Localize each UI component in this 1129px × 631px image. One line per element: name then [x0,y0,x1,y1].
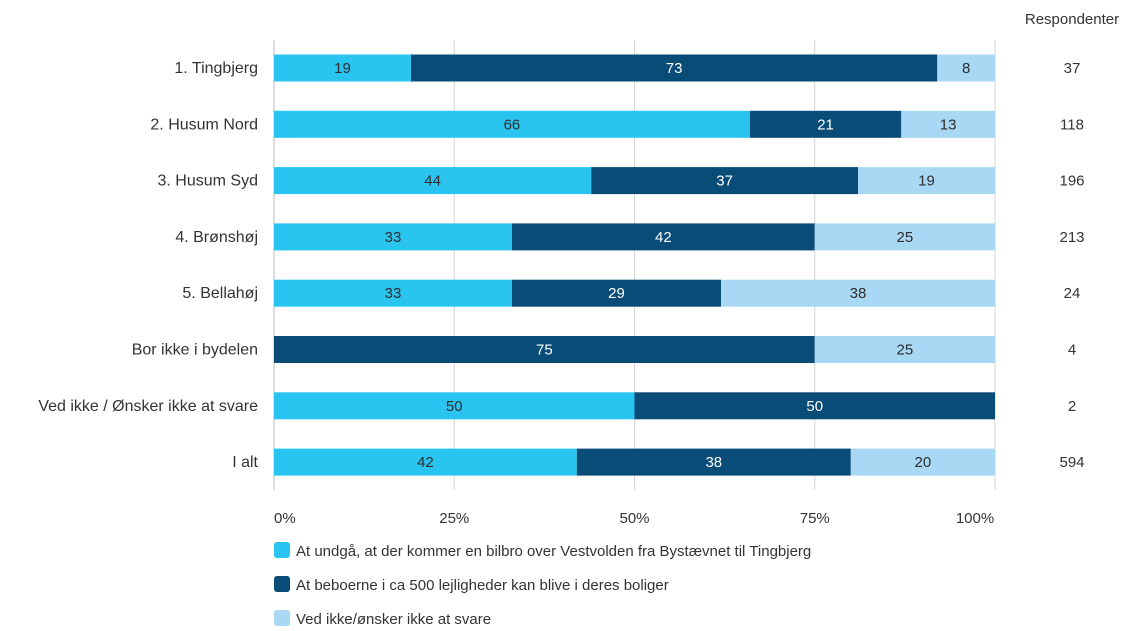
legend-item[interactable]: Ved ikke/ønsker ikke at svare [274,610,491,628]
bar-segment [274,110,750,138]
x-tick-label: 75% [800,510,830,527]
data-label: 33 [385,229,402,246]
bar-segment [814,223,995,251]
respondent-count: 213 [1059,229,1084,246]
data-label: 33 [385,285,402,302]
category-label: 5. Bellahøj [182,285,258,302]
data-label: 73 [666,60,683,77]
legend-swatch [274,610,290,626]
data-label: 44 [424,173,441,190]
grid-lines [273,40,996,490]
category-label: Bor ikke i bydelen [132,342,258,359]
x-axis: 0% 25% 50% 75% 100% [274,510,994,527]
data-label: 19 [334,60,351,77]
data-label: 25 [897,342,914,359]
bar-segment [634,392,995,420]
data-label: 21 [817,116,834,133]
data-label: 13 [940,116,957,133]
bar-segment [274,392,635,420]
x-tick-label: 50% [619,510,649,527]
legend-label: Ved ikke/ønsker ikke at svare [296,611,491,626]
respondents-column: Respondenter 37 118 196 213 24 4 2 594 [1025,11,1119,471]
data-label: 8 [962,60,970,77]
bar-segment [749,110,902,138]
bar-segment [274,54,411,82]
bars: 19 73 8 66 21 13 44 37 19 33 42 25 33 29 38 75 25 50 50 42 3… [274,54,995,476]
respondent-count: 594 [1059,454,1084,471]
legend-label: At beboerne i ca 500 lejligheder kan bli… [296,577,669,594]
data-label: 66 [504,116,521,133]
bar-segment [937,54,995,82]
data-label: 75 [536,342,553,359]
data-label: 25 [897,229,914,246]
category-label: 2. Husum Nord [150,116,258,133]
bar-segment [274,167,592,195]
category-label: 3. Husum Syd [158,173,258,190]
data-label: 42 [655,229,672,246]
legend-swatch [274,576,290,592]
x-tick-label: 0% [274,510,296,527]
bar-segment [274,279,512,307]
bar-segment [274,336,815,363]
data-label: 20 [915,454,932,471]
data-label: 38 [850,285,867,302]
bar-segment [901,110,995,138]
respondent-count: 4 [1068,342,1076,359]
bar-segment [850,448,995,476]
legend-swatch [274,542,290,558]
data-label: 19 [918,173,935,190]
category-label: I alt [232,454,258,471]
legend-item[interactable]: At undgå, at der kommer en bilbro over V… [274,542,811,560]
respondent-count: 2 [1068,398,1076,415]
x-tick-label: 100% [956,510,994,527]
bar-segment [814,336,995,363]
bar-segment [591,167,859,195]
respondent-count: 118 [1060,116,1084,133]
x-tick-label: 25% [439,510,469,527]
data-label: 29 [608,285,625,302]
bar-segment [274,448,577,476]
bar-segment [721,279,995,307]
legend-label: At undgå, at der kommer en bilbro over V… [296,543,811,560]
category-label: 1. Tingbjerg [174,60,258,77]
respondents-header: Respondenter [1025,11,1119,28]
data-label: 37 [716,173,733,190]
legend-item[interactable]: At beboerne i ca 500 lejligheder kan bli… [274,576,669,594]
respondent-count: 196 [1059,173,1084,190]
bar-segment [576,448,851,476]
legend[interactable]: At undgå, at der kommer en bilbro over V… [274,542,811,628]
data-label: 38 [705,454,722,471]
bar-segment [511,223,815,251]
data-label: 50 [446,398,463,415]
bar-segment [511,279,722,307]
bar-segment [410,54,938,82]
data-label: 50 [806,398,823,415]
category-label: Ved ikke / Ønsker ikke at svare [38,398,258,415]
respondent-count: 37 [1064,60,1081,77]
bar-segment [274,223,512,251]
category-label: 4. Brønshøj [175,229,258,246]
category-labels: 1. Tingbjerg 2. Husum Nord 3. Husum Syd 4. … [38,60,258,471]
bar-segment [858,167,995,195]
data-label: 42 [417,454,434,471]
respondent-count: 24 [1064,285,1081,302]
